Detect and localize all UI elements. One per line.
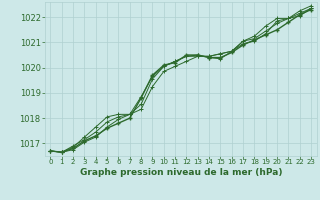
X-axis label: Graphe pression niveau de la mer (hPa): Graphe pression niveau de la mer (hPa): [80, 168, 282, 177]
